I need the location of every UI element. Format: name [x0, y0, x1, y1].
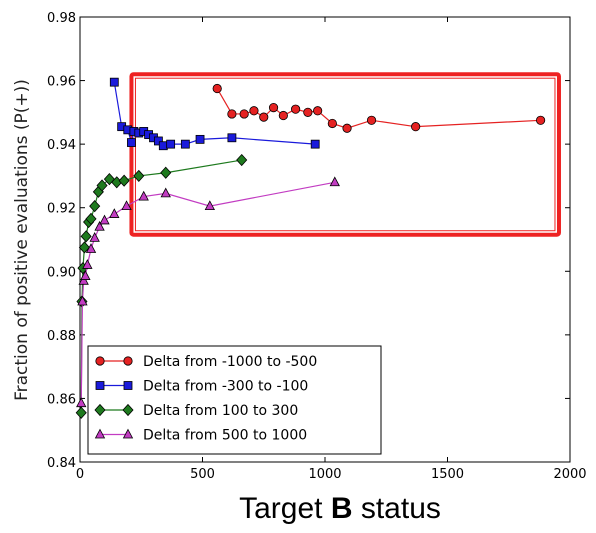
data-point	[313, 107, 321, 115]
data-point	[343, 124, 351, 132]
data-point	[161, 188, 170, 197]
x-tick-label: 2000	[553, 467, 586, 482]
x-tick-label: 1000	[308, 467, 341, 482]
x-axis-label-bold: B	[331, 492, 353, 525]
legend-label: Delta from -300 to -100	[143, 379, 308, 395]
data-point	[228, 134, 236, 142]
series-0	[213, 84, 545, 132]
legend-marker	[124, 382, 132, 390]
legend: Delta from -1000 to -500 Delta from -300 …	[88, 346, 381, 454]
x-tick-label: 1500	[431, 467, 464, 482]
legend-marker	[124, 357, 132, 365]
data-point	[536, 116, 544, 124]
data-point	[119, 175, 129, 186]
data-point	[161, 167, 171, 178]
y-tick-label: 0.94	[47, 138, 76, 153]
data-point	[76, 407, 86, 418]
x-axis-label-prefix: Target	[239, 492, 331, 525]
legend-marker	[96, 357, 104, 365]
x-axis-label: Target B status	[239, 492, 441, 525]
legend-label: Delta from -1000 to -500	[143, 354, 317, 370]
data-point	[367, 116, 375, 124]
legend-label: Delta from 500 to 1000	[143, 428, 307, 444]
data-point	[110, 209, 119, 218]
data-point	[260, 113, 268, 121]
y-tick-label: 0.86	[47, 392, 76, 407]
data-point	[159, 142, 167, 150]
data-point	[240, 110, 248, 118]
data-point	[411, 122, 419, 130]
data-point	[279, 111, 287, 119]
data-point	[330, 177, 339, 186]
data-point	[81, 231, 91, 242]
data-point	[269, 103, 277, 111]
data-point	[228, 110, 236, 118]
data-point	[250, 107, 258, 115]
highlight-box-inner	[135, 78, 555, 231]
y-axis-label: Fraction of positive evaluations (P(+))	[12, 79, 32, 401]
data-point	[181, 140, 189, 148]
data-point	[213, 84, 221, 92]
y-tick-label: 0.90	[47, 265, 76, 280]
data-point	[196, 135, 204, 143]
legend-marker	[96, 382, 104, 390]
data-point	[90, 233, 99, 242]
data-point	[237, 155, 247, 166]
y-tick-label: 0.84	[47, 456, 76, 471]
highlight-box	[131, 74, 559, 235]
data-point	[328, 119, 336, 127]
y-tick-label: 0.92	[47, 202, 76, 217]
x-axis-label-suffix: status	[353, 492, 441, 525]
y-tick-label: 0.96	[47, 75, 76, 90]
highlight-layer	[131, 74, 559, 235]
data-point	[291, 105, 299, 113]
data-point	[127, 139, 135, 147]
y-tick-label: 0.88	[47, 329, 76, 344]
x-tick-label: 0	[76, 467, 84, 482]
data-point	[90, 201, 100, 212]
legend-label: Delta from 100 to 300	[143, 403, 298, 419]
data-point	[77, 398, 86, 407]
data-point	[100, 215, 109, 224]
y-tick-label: 0.98	[47, 11, 76, 26]
data-point	[304, 108, 312, 116]
series-line	[217, 89, 540, 129]
data-point	[311, 140, 319, 148]
data-point	[110, 78, 118, 86]
x-tick-label: 500	[190, 467, 215, 482]
data-point	[167, 140, 175, 148]
